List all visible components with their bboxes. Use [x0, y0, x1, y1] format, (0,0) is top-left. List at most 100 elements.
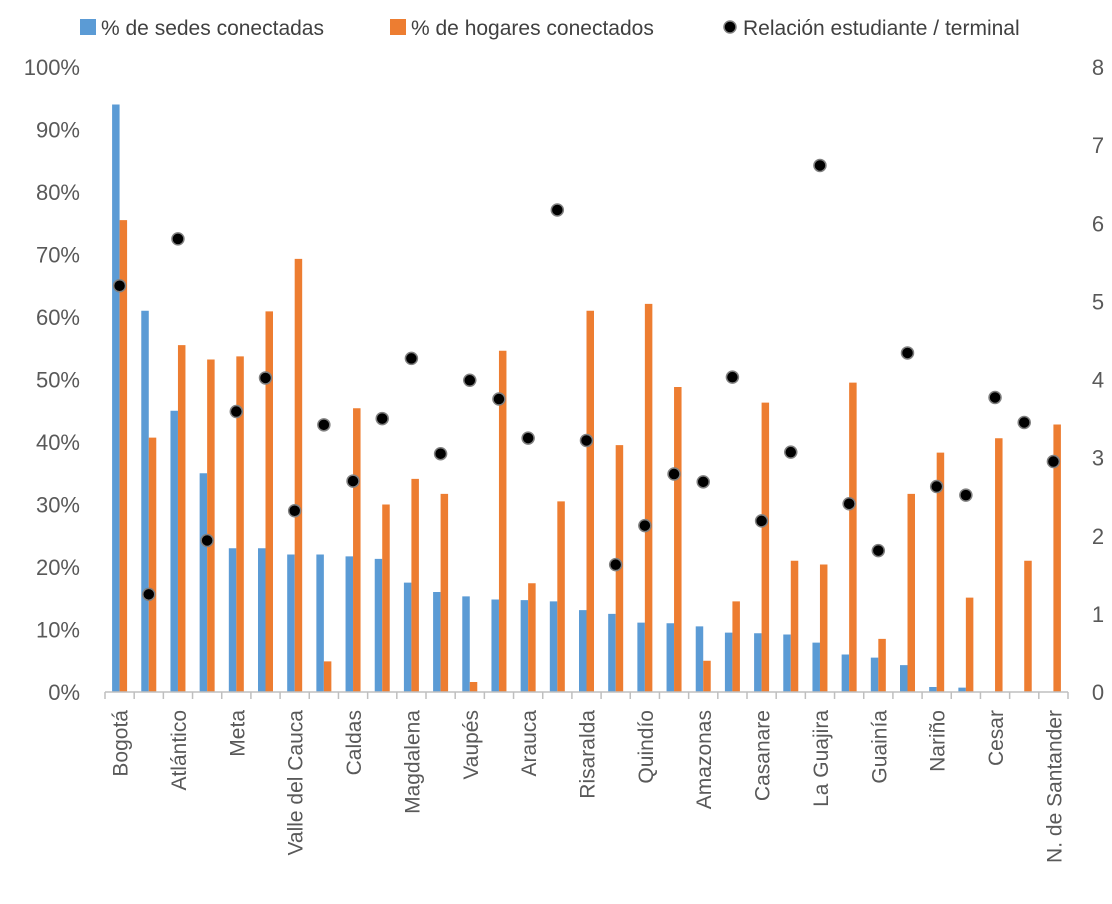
category-label: Amazonas: [693, 710, 716, 809]
category-label: Arauca: [518, 710, 541, 777]
scatter-point: [521, 431, 535, 445]
scatter-point: [433, 446, 448, 461]
bar-series-1: [790, 560, 799, 692]
legend-label: % de sedes conectadas: [101, 17, 324, 40]
bar-series-0: [258, 548, 266, 692]
scatter-point: [171, 232, 185, 246]
bar-series-1: [411, 478, 419, 692]
scatter-point: [988, 390, 1002, 405]
bar-series-1: [878, 638, 886, 692]
category-label: Nariño: [927, 710, 950, 772]
bar-series-0: [287, 554, 295, 692]
bar-series-0: [491, 599, 499, 692]
category-label: Casanare: [752, 710, 775, 801]
bar-series-0: [374, 558, 383, 692]
bar-series-1: [674, 387, 682, 692]
legend-label: Relación estudiante / terminal: [743, 17, 1020, 40]
bars: [112, 104, 1061, 692]
right-tick-label: 5: [1092, 289, 1104, 314]
bar-series-0: [433, 592, 441, 692]
scatter-point: [696, 475, 710, 489]
bar-series-0: [112, 104, 120, 692]
scatter-point: [112, 279, 127, 293]
legend-label: % de hogares conectados: [411, 17, 654, 40]
left-tick-label: 30%: [36, 493, 80, 518]
x-axis: Bogotá Atlántico Meta Valle del Cauca Caldas…: [104, 691, 1069, 863]
category-label: Vaupés: [460, 710, 483, 780]
scatter-point: [871, 543, 886, 558]
bar-series-0: [608, 613, 616, 692]
category-label: La Guajira: [810, 710, 833, 807]
bar-series-0: [695, 626, 704, 692]
bar-series-0: [900, 665, 908, 692]
category-label: Caldas: [343, 710, 366, 775]
bar-series-0: [549, 601, 558, 692]
legend-swatch: [80, 19, 96, 35]
category-label: Quindío: [635, 710, 658, 784]
bar-series-0: [929, 687, 937, 692]
bar-series-0: [228, 548, 237, 692]
bar-series-0: [520, 600, 529, 692]
bar-series-1: [907, 493, 915, 692]
bar-series-0: [783, 634, 791, 692]
bar-series-0: [841, 654, 850, 692]
left-tick-label: 70%: [36, 243, 80, 268]
right-tick-label: 3: [1092, 446, 1104, 471]
scatter-point: [258, 371, 273, 385]
scatter-point: [463, 373, 477, 388]
left-tick-label: 0%: [48, 680, 80, 705]
scatter-point: [813, 158, 827, 173]
bar-series-0: [579, 610, 587, 692]
bar-series-1: [1053, 424, 1061, 692]
scatter-point: [754, 514, 769, 528]
right-tick-label: 4: [1092, 368, 1104, 393]
left-tick-label: 60%: [36, 305, 80, 330]
scatter-point: [842, 496, 856, 511]
bar-series-1: [528, 583, 536, 692]
category-label: Meta: [226, 710, 249, 757]
scatter-point: [346, 474, 360, 488]
bar-series-1: [732, 601, 740, 692]
left-tick-label: 10%: [36, 618, 80, 643]
scatter-point: [229, 404, 244, 419]
bar-series-1: [1024, 560, 1032, 692]
legend-marker: [723, 20, 737, 34]
bar-series-0: [958, 687, 966, 692]
bar-series-1: [177, 345, 186, 692]
scatter-point: [317, 418, 331, 432]
left-tick-label: 80%: [36, 180, 80, 205]
scatter-point: [667, 467, 681, 481]
category-label: Bogotá: [110, 710, 133, 777]
bar-series-1: [995, 438, 1003, 692]
bar-series-0: [141, 310, 149, 692]
bar-series-0: [403, 582, 412, 692]
scatter-point: [579, 433, 594, 448]
bar-series-0: [170, 410, 178, 692]
category-label: Risaralda: [577, 710, 600, 799]
bar-series-0: [637, 622, 645, 692]
bar-series-1: [849, 382, 857, 692]
bar-series-1: [323, 661, 332, 692]
legend: % de sedes conectadas % de hogares conect…: [80, 17, 1020, 40]
scatter-point: [900, 346, 915, 360]
right-tick-label: 2: [1092, 524, 1104, 549]
scatter-point: [1017, 415, 1031, 430]
scatter-point: [784, 445, 798, 459]
bar-series-1: [761, 402, 770, 692]
bar-series-0: [462, 596, 470, 692]
bar-series-1: [236, 356, 244, 692]
bar-series-1: [148, 437, 157, 692]
scatter-point: [200, 533, 214, 548]
right-tick-label: 6: [1092, 211, 1104, 236]
bar-series-1: [586, 310, 594, 692]
category-label: Magdalena: [401, 710, 424, 814]
bar-series-0: [345, 556, 354, 692]
bar-series-1: [294, 258, 303, 692]
bar-series-0: [754, 633, 762, 692]
legend-swatch: [390, 19, 406, 35]
bar-series-1: [819, 564, 828, 692]
bar-series-0: [870, 657, 879, 692]
bar-series-1: [382, 504, 390, 692]
scatter-point: [287, 504, 302, 518]
